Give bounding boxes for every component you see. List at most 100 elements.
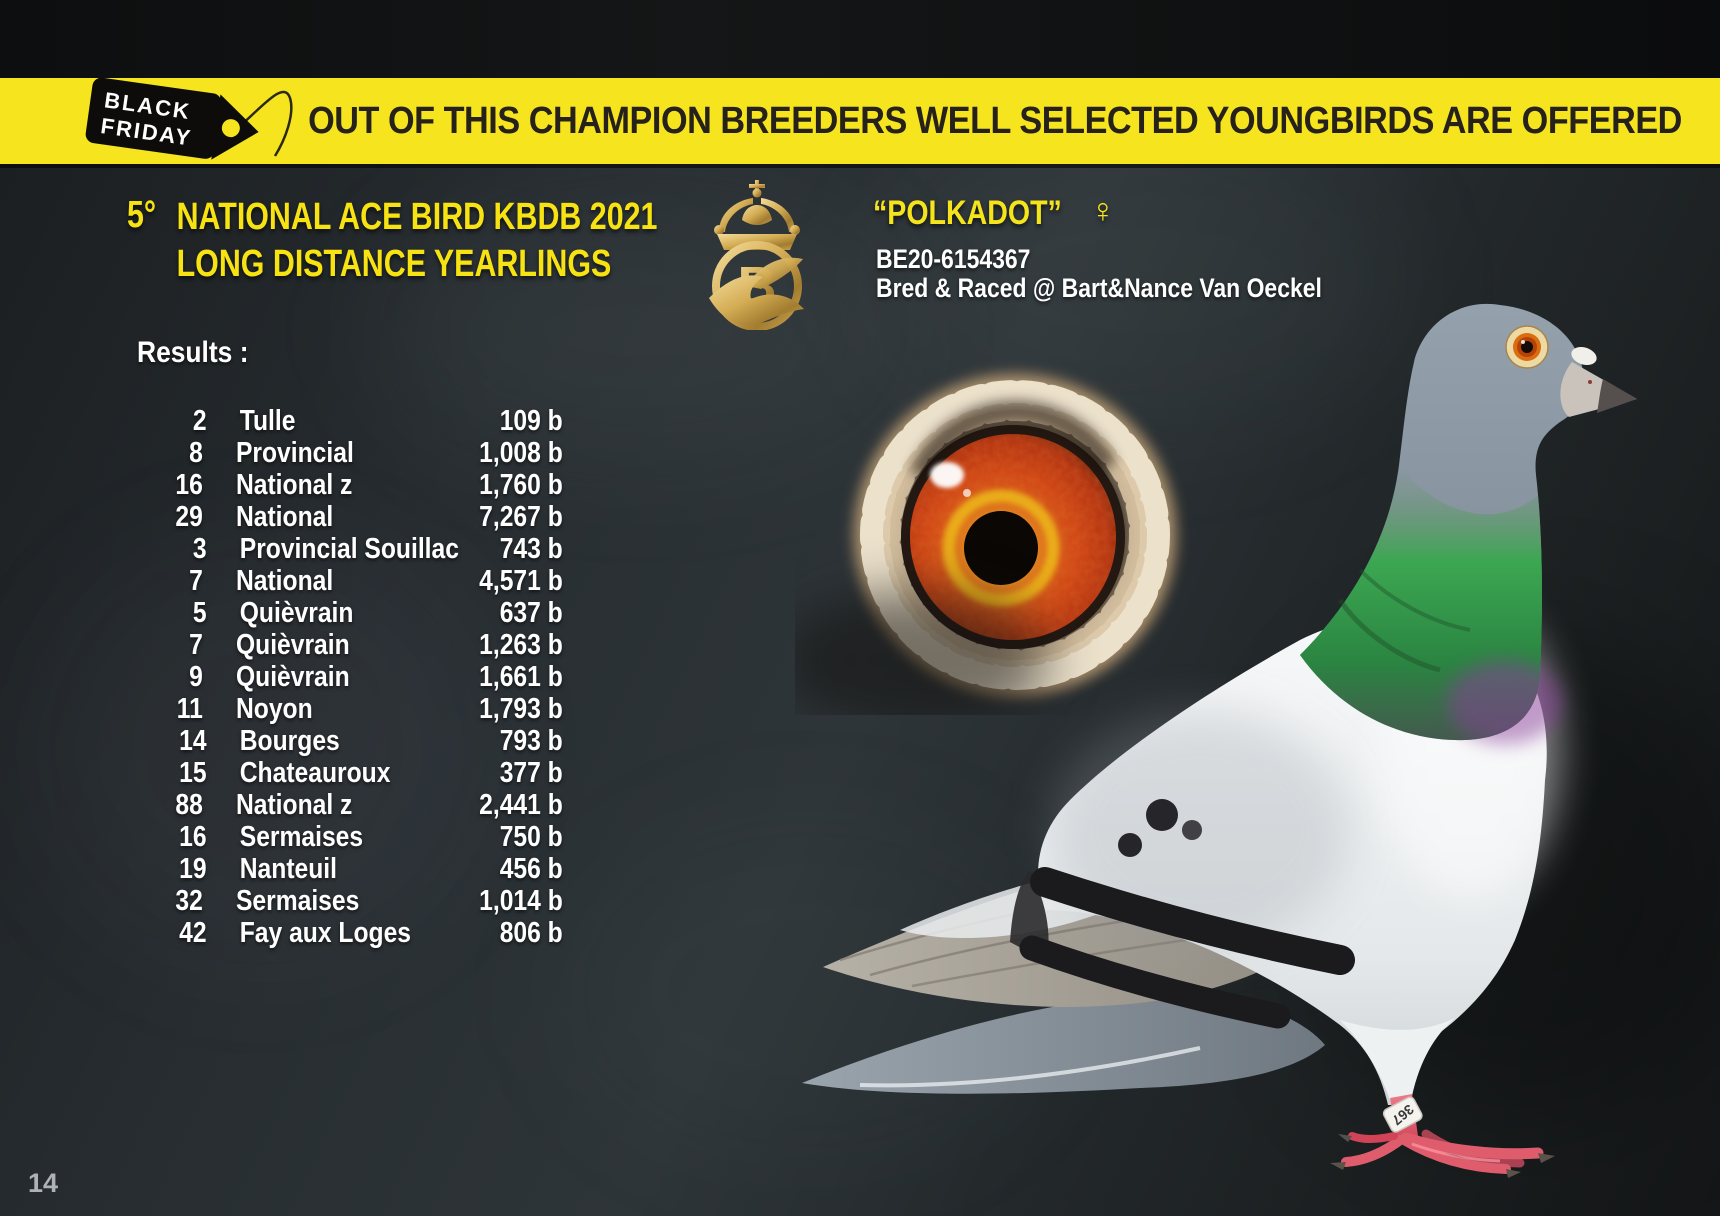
result-place: 29 — [175, 501, 203, 533]
result-row: 2 Tulle 109 b — [125, 405, 563, 437]
pigeon-photo: 367 — [802, 303, 1637, 1178]
result-birds: 2,441 b — [479, 789, 563, 821]
result-row: 3 Provincial Souillac 743 b — [125, 533, 563, 565]
result-birds: 4,571 b — [479, 565, 563, 597]
result-place: 11 — [176, 693, 203, 725]
award-title-line1: NATIONAL ACE BIRD KBDB 2021 — [176, 196, 658, 238]
result-race: Sermaises — [239, 821, 364, 853]
result-birds: 456 b — [499, 853, 563, 885]
result-place: 32 — [175, 885, 203, 917]
result-birds: 1,263 b — [479, 629, 563, 661]
result-place: 7 — [189, 629, 203, 661]
logo-ring — [712, 241, 802, 330]
result-race: Provincial — [235, 437, 354, 469]
eye-pupil — [964, 511, 1038, 585]
result-birds: 806 b — [499, 917, 563, 949]
result-race: Noyon — [235, 693, 313, 725]
pigeon-eye-photo — [795, 359, 1191, 715]
result-place: 7 — [189, 565, 203, 597]
result-place: 2 — [192, 405, 207, 437]
result-birds: 377 b — [499, 757, 563, 789]
banner-headline: OUT OF THIS CHAMPION BREEDERS WELL SELEC… — [308, 99, 1682, 142]
result-race: Tulle — [239, 405, 296, 437]
result-birds: 7,267 b — [479, 501, 563, 533]
result-birds: 1,793 b — [479, 693, 563, 725]
result-birds: 750 b — [499, 821, 563, 853]
result-race: Chateauroux — [239, 757, 391, 789]
result-row: 5 Quièvrain 637 b — [125, 597, 563, 629]
result-birds: 1,014 b — [479, 885, 563, 917]
result-row: 88 National z 2,441 b — [125, 789, 563, 821]
result-place: 14 — [179, 725, 207, 757]
result-birds: 1,008 b — [479, 437, 563, 469]
pigeon-tail — [802, 994, 1325, 1094]
result-place: 16 — [175, 469, 203, 501]
tag-body — [85, 77, 222, 159]
result-row: 7 Quièvrain 1,263 b — [125, 629, 563, 661]
eye-highlight — [930, 462, 964, 488]
result-place: 88 — [175, 789, 203, 821]
results-table: 2 Tulle 109 b 8 Provincial 1,008 b 16 Na… — [125, 405, 563, 949]
smoke-texture — [40, 540, 480, 960]
result-place: 8 — [189, 437, 203, 469]
bird-name: “POLKADOT” — [873, 194, 1062, 232]
result-place: 19 — [179, 853, 207, 885]
crown-icon — [714, 180, 800, 250]
result-place: 9 — [189, 661, 203, 693]
black-friday-tag: BLACK FRIDAY — [85, 77, 293, 160]
result-row: 29 National 7,267 b — [125, 501, 563, 533]
page-number: 14 — [28, 1168, 59, 1198]
result-birds: 793 b — [499, 725, 563, 757]
result-race: Quièvrain — [235, 661, 350, 693]
award-title: 5° NATIONAL ACE BIRD KBDB 2021 LONG DIST… — [127, 194, 657, 288]
dove-icon — [709, 257, 804, 326]
result-row: 32 Sermaises 1,014 b — [125, 885, 563, 917]
result-row: 19 Nanteuil 456 b — [125, 853, 563, 885]
result-race: National z — [235, 469, 353, 501]
award-title-line2: LONG DISTANCE YEARLINGS — [176, 243, 612, 285]
pigeon-cere — [1571, 346, 1597, 366]
breeder-credit: Bred & Raced @ Bart&Nance Van Oeckel — [876, 273, 1322, 303]
result-place: 15 — [179, 757, 207, 789]
tag-hole — [221, 119, 240, 138]
result-row: 14 Bourges 793 b — [125, 725, 563, 757]
result-race: National z — [235, 789, 353, 821]
result-race: Quièvrain — [239, 597, 354, 629]
ring-number: BE20-6154367 — [876, 244, 1031, 274]
pigeon-head — [1300, 303, 1637, 744]
result-race: Sermaises — [235, 885, 360, 917]
result-place: 5 — [192, 597, 207, 629]
result-race: Quièvrain — [235, 629, 350, 661]
pigeon-feet: 367 — [1330, 1094, 1555, 1178]
wing-bar — [1030, 867, 1355, 975]
tag-string — [239, 90, 293, 157]
result-race: Provincial Souillac — [239, 533, 459, 565]
result-row: 16 National z 1,760 b — [125, 469, 563, 501]
result-row: 9 Quièvrain 1,661 b — [125, 661, 563, 693]
female-symbol: ♀ — [1090, 192, 1116, 230]
result-birds: 637 b — [499, 597, 563, 629]
result-race: National — [235, 501, 334, 533]
result-row: 42 Fay aux Loges 806 b — [125, 917, 563, 949]
wing-bar — [1019, 935, 1291, 1029]
result-row: 8 Provincial 1,008 b — [125, 437, 563, 469]
smoke-texture — [380, 200, 900, 460]
result-race: Fay aux Loges — [239, 917, 411, 949]
result-row: 16 Sermaises 750 b — [125, 821, 563, 853]
award-rank: 5° — [127, 194, 157, 236]
result-birds: 743 b — [499, 533, 563, 565]
result-race: National — [235, 565, 334, 597]
result-race: Nanteuil — [239, 853, 337, 885]
leg-band: 367 — [1382, 1096, 1423, 1133]
result-birds: 1,760 b — [479, 469, 563, 501]
result-row: 11 Noyon 1,793 b — [125, 693, 563, 725]
results-heading: Results : — [137, 336, 249, 369]
result-place: 3 — [192, 533, 207, 565]
result-birds: 109 b — [499, 405, 563, 437]
top-dark-strip — [0, 0, 1720, 78]
result-row: 7 National 4,571 b — [125, 565, 563, 597]
result-birds: 1,661 b — [479, 661, 563, 693]
result-place: 42 — [179, 917, 207, 949]
result-race: Bourges — [239, 725, 340, 757]
